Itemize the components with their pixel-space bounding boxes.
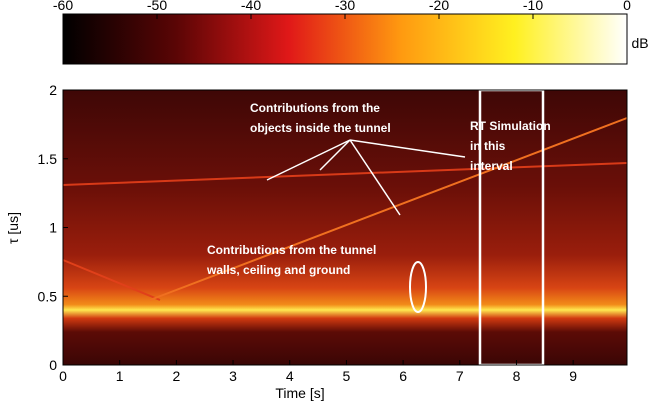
x-tick-label: 3 <box>229 368 237 384</box>
colorbar-tick-label: -30 <box>335 0 355 13</box>
arrow <box>349 139 466 158</box>
annotation: RT Simulation <box>470 119 551 133</box>
x-tick-label: 6 <box>399 368 407 384</box>
colorbar-tick-label: 0 <box>623 0 631 13</box>
x-tick-label: 5 <box>343 368 351 384</box>
annotation: objects inside the tunnel <box>250 121 391 135</box>
annotation: interval <box>470 159 513 173</box>
x-tick-label: 9 <box>569 368 577 384</box>
colorbar-label: dB <box>631 35 648 51</box>
colorbar-tick-label: -40 <box>241 0 261 13</box>
colorbar-tick-label: -60 <box>53 0 73 13</box>
y-tick-label: 2 <box>49 82 57 98</box>
x-tick-label: 1 <box>116 368 124 384</box>
y-tick-label: 1.5 <box>38 151 58 167</box>
trace <box>149 117 628 301</box>
annotation: Contributions from the tunnel <box>207 243 376 257</box>
x-tick-label: 2 <box>172 368 180 384</box>
y-tick-label: 0 <box>49 357 57 373</box>
highlight-ellipse <box>409 261 427 313</box>
heatmap <box>63 90 627 365</box>
colorbar-tick-label: -50 <box>147 0 167 13</box>
y-tick-label: 0.5 <box>38 288 58 304</box>
arrow <box>266 139 351 181</box>
traces <box>62 117 628 301</box>
y-axis-label: τ [us] <box>5 212 21 244</box>
annotation: walls, ceiling and ground <box>206 263 350 277</box>
x-tick-label: 8 <box>513 368 521 384</box>
trace <box>62 162 628 186</box>
arrow <box>349 139 401 216</box>
x-axis-label: Time [s] <box>275 385 324 401</box>
x-tick-label: 4 <box>286 368 294 384</box>
y-tick-label: 1 <box>49 220 57 236</box>
x-tick-label: 7 <box>456 368 464 384</box>
trace <box>62 259 161 301</box>
annotation: in this <box>470 139 506 153</box>
arrow <box>319 139 351 171</box>
x-tick-label: 0 <box>59 368 67 384</box>
colorbar <box>62 13 628 65</box>
arrows <box>266 139 466 216</box>
colorbar-tick-label: -10 <box>523 0 543 13</box>
annotation: Contributions from the <box>250 101 380 115</box>
colorbar-tick-label: -20 <box>429 0 449 13</box>
